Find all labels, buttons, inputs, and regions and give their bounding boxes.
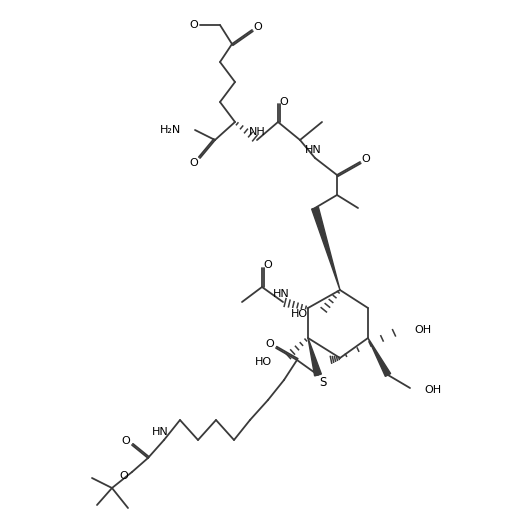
Polygon shape [368, 338, 391, 376]
Text: O: O [190, 158, 198, 168]
Text: OH: OH [424, 385, 441, 395]
Text: O: O [254, 22, 263, 32]
Text: O: O [280, 97, 289, 107]
Text: HN: HN [272, 289, 290, 299]
Text: H₂N: H₂N [160, 125, 181, 135]
Polygon shape [308, 338, 321, 376]
Text: O: O [264, 260, 272, 270]
Text: OH: OH [414, 325, 431, 335]
Text: HN: HN [152, 427, 168, 437]
Text: O: O [362, 154, 370, 164]
Text: O: O [122, 436, 131, 446]
Text: NH: NH [249, 127, 265, 137]
Polygon shape [312, 207, 340, 290]
Text: HO: HO [291, 309, 308, 319]
Text: S: S [319, 375, 327, 389]
Text: O: O [120, 471, 128, 481]
Text: O: O [266, 339, 275, 349]
Text: HO: HO [255, 357, 272, 367]
Text: HN: HN [305, 145, 321, 155]
Text: O: O [190, 20, 198, 30]
